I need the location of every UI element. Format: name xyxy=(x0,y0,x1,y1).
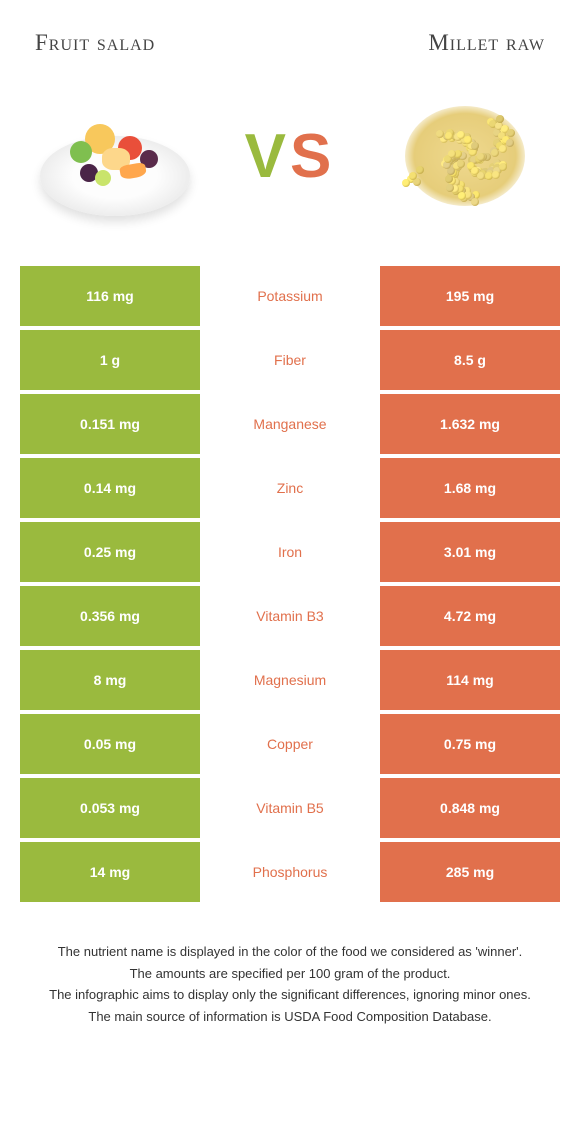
nutrient-left-value: 0.356 mg xyxy=(20,586,200,646)
footer-line-4: The main source of information is USDA F… xyxy=(30,1007,550,1027)
nutrient-label: Zinc xyxy=(200,458,380,518)
nutrient-right-value: 0.75 mg xyxy=(380,714,560,774)
nutrient-left-value: 1 g xyxy=(20,330,200,390)
nutrient-right-value: 1.632 mg xyxy=(380,394,560,454)
nutrient-left-value: 116 mg xyxy=(20,266,200,326)
nutrient-right-value: 285 mg xyxy=(380,842,560,902)
footer-line-1: The nutrient name is displayed in the co… xyxy=(30,942,550,962)
fruit-salad-illustration xyxy=(30,86,200,226)
nutrient-row: 0.356 mgVitamin B34.72 mg xyxy=(20,586,560,646)
nutrient-label: Vitamin B5 xyxy=(200,778,380,838)
footer-line-2: The amounts are specified per 100 gram o… xyxy=(30,964,550,984)
nutrient-left-value: 14 mg xyxy=(20,842,200,902)
header-row: Fruit salad Millet raw xyxy=(20,30,560,56)
vs-label: VS xyxy=(245,121,336,192)
nutrient-label: Magnesium xyxy=(200,650,380,710)
nutrient-right-value: 3.01 mg xyxy=(380,522,560,582)
nutrient-right-value: 4.72 mg xyxy=(380,586,560,646)
nutrient-left-value: 0.053 mg xyxy=(20,778,200,838)
nutrient-label: Iron xyxy=(200,522,380,582)
nutrient-label: Potassium xyxy=(200,266,380,326)
nutrient-row: 116 mgPotassium195 mg xyxy=(20,266,560,326)
nutrient-left-value: 0.151 mg xyxy=(20,394,200,454)
vs-v: V xyxy=(245,122,290,191)
nutrient-row: 0.05 mgCopper0.75 mg xyxy=(20,714,560,774)
footer-notes: The nutrient name is displayed in the co… xyxy=(20,942,560,1026)
nutrient-right-value: 1.68 mg xyxy=(380,458,560,518)
nutrient-right-value: 0.848 mg xyxy=(380,778,560,838)
nutrient-label: Copper xyxy=(200,714,380,774)
footer-line-3: The infographic aims to display only the… xyxy=(30,985,550,1005)
nutrient-row: 8 mgMagnesium114 mg xyxy=(20,650,560,710)
nutrient-label: Manganese xyxy=(200,394,380,454)
nutrient-label: Fiber xyxy=(200,330,380,390)
nutrient-row: 14 mgPhosphorus285 mg xyxy=(20,842,560,902)
images-row: VS xyxy=(20,86,560,226)
nutrient-row: 0.14 mgZinc1.68 mg xyxy=(20,458,560,518)
left-food-title: Fruit salad xyxy=(35,30,155,56)
nutrient-right-value: 195 mg xyxy=(380,266,560,326)
nutrient-left-value: 8 mg xyxy=(20,650,200,710)
nutrient-row: 0.151 mgManganese1.632 mg xyxy=(20,394,560,454)
nutrient-right-value: 8.5 g xyxy=(380,330,560,390)
nutrient-row: 0.053 mgVitamin B50.848 mg xyxy=(20,778,560,838)
nutrient-left-value: 0.25 mg xyxy=(20,522,200,582)
nutrient-row: 0.25 mgIron3.01 mg xyxy=(20,522,560,582)
nutrient-label: Vitamin B3 xyxy=(200,586,380,646)
nutrient-left-value: 0.05 mg xyxy=(20,714,200,774)
right-food-title: Millet raw xyxy=(428,30,545,56)
vs-s: S xyxy=(290,122,335,191)
millet-illustration xyxy=(380,86,550,226)
nutrient-left-value: 0.14 mg xyxy=(20,458,200,518)
nutrient-row: 1 gFiber8.5 g xyxy=(20,330,560,390)
nutrient-table: 116 mgPotassium195 mg1 gFiber8.5 g0.151 … xyxy=(20,266,560,902)
nutrient-label: Phosphorus xyxy=(200,842,380,902)
nutrient-right-value: 114 mg xyxy=(380,650,560,710)
